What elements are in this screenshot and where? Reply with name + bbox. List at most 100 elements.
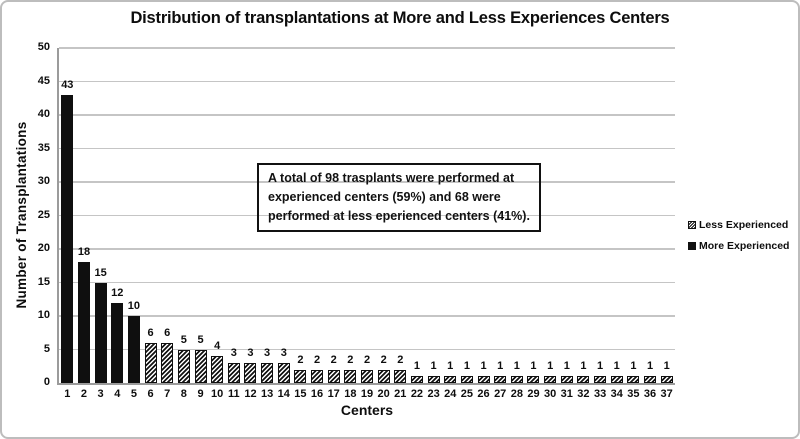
x-tick-label: 30 [544, 388, 557, 400]
x-tick-label: 23 [427, 388, 440, 400]
legend-marker-hatched [688, 221, 696, 229]
x-tick-label: 1 [64, 388, 71, 400]
bar-value-label: 1 [430, 360, 437, 373]
x-tick-label: 19 [360, 388, 374, 400]
bar-value-label: 2 [330, 353, 337, 366]
bar-value-label: 1 [480, 360, 487, 373]
bar-value-label: 12 [111, 286, 124, 299]
x-tick-label: 16 [310, 388, 324, 400]
x-tick-label: 36 [643, 388, 657, 400]
bar [227, 362, 240, 383]
bar-value-label: 1 [563, 360, 570, 373]
x-tick-label: 29 [527, 388, 540, 400]
annotation-text-line: A total of 98 trasplants were performed … [268, 171, 515, 185]
bar-value-label: 1 [547, 360, 554, 373]
bar [344, 369, 357, 383]
bar-value-label: 1 [513, 360, 520, 373]
annotation-box: A total of 98 trasplants were performed … [257, 163, 541, 232]
annotation-text-line: experienced centers (59%) and 68 were [268, 190, 501, 204]
legend-item: More Experienced [688, 240, 789, 252]
bar-value-label: 2 [397, 353, 404, 366]
bar [527, 376, 540, 383]
bar [544, 376, 557, 383]
x-tick-label: 34 [610, 388, 623, 400]
bar-value-label: 1 [447, 360, 454, 373]
x-axis-line [57, 382, 675, 385]
y-axis-line [57, 48, 59, 383]
x-tick-label: 18 [344, 388, 357, 400]
x-tick-label: 13 [260, 388, 274, 400]
bar-value-label: 1 [413, 360, 420, 373]
y-tick-label: 45 [37, 74, 50, 87]
bar-value-label: 3 [247, 346, 254, 359]
bar-value-label: 1 [497, 360, 504, 373]
bar [161, 342, 174, 383]
x-tick-label: 22 [410, 388, 424, 400]
bar [660, 376, 673, 383]
bar [510, 376, 523, 383]
bar [494, 376, 507, 383]
bar [644, 376, 657, 383]
x-tick-label: 33 [593, 388, 607, 400]
x-tick-label: 21 [394, 388, 407, 400]
bar [627, 376, 640, 383]
bar-value-label: 1 [663, 360, 670, 373]
gridline [59, 348, 675, 351]
bar [377, 369, 390, 383]
bar-value-label: 6 [164, 326, 171, 339]
gridline [59, 315, 675, 317]
x-tick-label: 28 [510, 388, 523, 400]
x-tick-label: 10 [211, 388, 224, 400]
bar [244, 362, 257, 383]
bar-value-label: 4 [214, 340, 221, 353]
bar [361, 369, 373, 383]
bar-value-label: 2 [297, 353, 304, 366]
bar [327, 369, 340, 383]
bar-value-label: 43 [61, 78, 74, 91]
gridline [59, 80, 675, 83]
x-tick-label: 27 [494, 388, 507, 400]
x-tick-label: 37 [660, 388, 673, 400]
bar [577, 376, 590, 383]
bar-value-label: 15 [94, 266, 107, 279]
y-tick-label: 0 [43, 376, 50, 388]
bar [144, 342, 157, 383]
x-tick-label: 11 [227, 388, 240, 400]
bar-value-label: 6 [147, 326, 154, 339]
x-tick-label: 15 [294, 388, 307, 400]
bar [444, 376, 457, 383]
legend-marker-solid [688, 242, 696, 250]
bar-value-label: 18 [77, 246, 91, 259]
bar [94, 282, 107, 383]
bar [560, 376, 573, 383]
x-tick-label: 35 [627, 388, 640, 400]
y-tick-label: 25 [37, 208, 50, 221]
bar-value-label: 1 [613, 360, 620, 373]
bar [410, 376, 423, 383]
bar [194, 349, 207, 383]
bar [477, 376, 490, 383]
x-tick-label: 6 [147, 388, 154, 400]
bar-value-label: 2 [380, 353, 387, 366]
bar [127, 316, 140, 383]
x-tick-label: 26 [477, 388, 490, 400]
x-tick-label: 25 [460, 388, 474, 400]
bar-value-label: 10 [127, 300, 141, 312]
bar-value-label: 2 [363, 353, 371, 366]
bar [460, 376, 473, 383]
bar-value-label: 3 [280, 346, 287, 359]
gridline [59, 147, 675, 150]
bar-value-label: 2 [313, 353, 321, 366]
bar-value-label: 3 [230, 346, 237, 359]
bar [277, 362, 290, 383]
x-tick-label: 9 [197, 388, 204, 400]
bar-value-label: 1 [580, 360, 587, 373]
bar-value-label: 3 [264, 346, 271, 359]
x-tick-label: 32 [577, 388, 590, 400]
x-tick-label: 8 [180, 388, 187, 400]
x-tick-label: 24 [444, 388, 457, 400]
x-tick-label: 14 [277, 388, 290, 400]
y-tick-label: 50 [37, 41, 50, 53]
bar [77, 262, 90, 383]
x-tick-label: 3 [97, 388, 104, 400]
